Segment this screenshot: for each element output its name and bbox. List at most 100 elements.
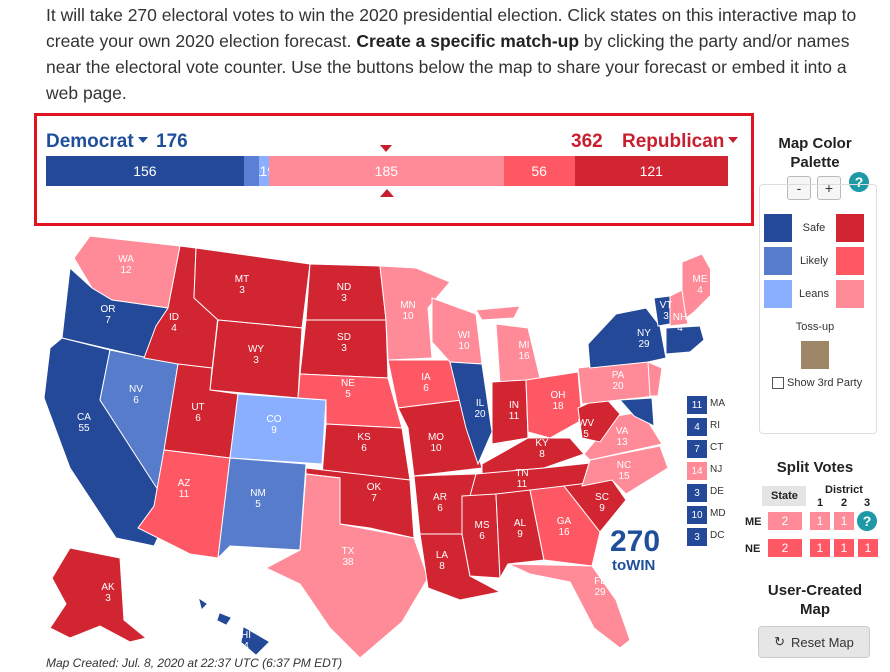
state-ev-label: 7 bbox=[105, 315, 111, 326]
show-3rd-party-label: Show 3rd Party bbox=[787, 377, 863, 389]
state-code-label: IN bbox=[509, 400, 519, 411]
help-icon[interactable]: ? bbox=[857, 511, 877, 531]
state-code-label: TN bbox=[515, 468, 528, 479]
state-mi[interactable] bbox=[475, 305, 541, 385]
palette-decrease-button[interactable]: - bbox=[787, 176, 811, 200]
state-code-label: WI bbox=[458, 330, 470, 341]
state-code-label: MO bbox=[428, 432, 444, 443]
swatch-tossup[interactable] bbox=[801, 341, 829, 369]
small-state-nj[interactable]: 14 bbox=[686, 461, 708, 481]
state-ev-label: 3 bbox=[663, 311, 669, 322]
state-ev-label: 4 bbox=[677, 323, 683, 334]
state-code-label: ME bbox=[693, 274, 708, 285]
state-ev-label: 5 bbox=[583, 429, 589, 440]
democrat-label: Democrat bbox=[46, 131, 134, 152]
state-md-de[interactable] bbox=[618, 397, 655, 427]
state-ev-label: 6 bbox=[479, 531, 485, 542]
small-state-ct[interactable]: 7 bbox=[686, 439, 708, 459]
state-ak[interactable] bbox=[49, 547, 148, 643]
district-1-header: 1 bbox=[817, 497, 824, 509]
district-2-header: 2 bbox=[841, 497, 848, 509]
state-hi[interactable] bbox=[199, 598, 269, 655]
state-code-label: PA bbox=[612, 370, 625, 381]
small-state-dc[interactable]: 3 bbox=[686, 527, 708, 547]
ne-district-3-cell[interactable]: 1 bbox=[857, 538, 879, 558]
me-district-2-cell[interactable]: 1 bbox=[833, 511, 855, 531]
swatch-safe-d[interactable] bbox=[764, 214, 792, 242]
state-nj[interactable] bbox=[647, 361, 663, 397]
small-state-ma[interactable]: 11 bbox=[686, 395, 708, 415]
state-ev-label: 3 bbox=[105, 593, 111, 604]
state-code-label: OR bbox=[101, 304, 116, 315]
state-nc[interactable] bbox=[581, 445, 669, 495]
me-district-1-cell[interactable]: 1 bbox=[809, 511, 831, 531]
swatch-leans-r[interactable] bbox=[836, 280, 864, 308]
state-code-label: IA bbox=[421, 372, 431, 383]
district-header: District bbox=[825, 484, 863, 496]
state-mo[interactable] bbox=[397, 399, 483, 477]
state-ev-label: 10 bbox=[458, 341, 470, 352]
state-code-label: CO bbox=[267, 414, 282, 425]
state-code-label: NH bbox=[673, 312, 687, 323]
ne-district-1-cell[interactable]: 1 bbox=[809, 538, 831, 558]
state-ga[interactable] bbox=[529, 485, 601, 567]
color-palette-panel bbox=[759, 184, 877, 434]
small-state-label: NJ bbox=[710, 464, 723, 475]
reset-map-button[interactable]: ↻ Reset Map bbox=[758, 626, 870, 658]
democrat-dropdown[interactable]: Democrat bbox=[46, 131, 148, 153]
swatch-likely-d[interactable] bbox=[764, 247, 792, 275]
leans-label: Leans bbox=[799, 288, 829, 300]
state-code-label: IL bbox=[476, 398, 485, 409]
state-code-label: SC bbox=[595, 492, 609, 503]
state-me[interactable] bbox=[681, 253, 710, 319]
state-ma-ct-ri[interactable] bbox=[665, 325, 705, 355]
state-tx[interactable] bbox=[264, 473, 429, 659]
state-ev-label: 6 bbox=[195, 413, 201, 424]
intro-bold: Create a specific match-up bbox=[356, 31, 580, 51]
state-ev-label: 16 bbox=[518, 351, 530, 362]
state-ms[interactable] bbox=[461, 493, 501, 579]
small-state-de[interactable]: 3 bbox=[686, 483, 708, 503]
electoral-vote-bar: 156 11918556121 bbox=[46, 156, 728, 186]
state-ev-label: 20 bbox=[474, 409, 486, 420]
state-ev-label: 9 bbox=[599, 503, 605, 514]
ne-district-2-cell[interactable]: 1 bbox=[833, 538, 855, 558]
state-code-label: ND bbox=[337, 282, 351, 293]
small-state-label: MA bbox=[710, 398, 725, 409]
state-ev-label: 12 bbox=[120, 265, 132, 276]
small-state-md[interactable]: 10 bbox=[686, 505, 708, 525]
state-ev-label: 13 bbox=[616, 437, 628, 448]
palette-increase-button[interactable]: + bbox=[817, 176, 841, 200]
state-code-label: TX bbox=[342, 546, 355, 557]
state-nm[interactable] bbox=[217, 457, 307, 560]
state-il[interactable] bbox=[449, 361, 493, 466]
state-ev-label: 38 bbox=[342, 557, 354, 568]
small-state-ri[interactable]: 4 bbox=[686, 417, 708, 437]
us-electoral-map[interactable]: WA12OR7CA55NV6ID4MT3WY3UT6AZ11CO9NM5ND3S… bbox=[30, 228, 710, 668]
swatch-leans-d[interactable] bbox=[764, 280, 792, 308]
state-ev-label: 11 bbox=[509, 411, 520, 422]
state-oh[interactable] bbox=[525, 371, 583, 439]
small-state-label: DE bbox=[710, 486, 724, 497]
state-ev-label: 16 bbox=[558, 527, 570, 538]
swatch-safe-r[interactable] bbox=[836, 214, 864, 242]
ne-label: NE bbox=[745, 543, 761, 555]
state-ny[interactable] bbox=[587, 307, 667, 369]
state-fl[interactable] bbox=[507, 563, 631, 649]
state-ev-label: 8 bbox=[539, 449, 545, 460]
help-icon[interactable]: ? bbox=[849, 172, 869, 192]
me-state-cell[interactable]: 2 bbox=[767, 511, 803, 531]
state-ev-label: 15 bbox=[618, 471, 630, 482]
show-3rd-party-toggle[interactable]: Show 3rd Party bbox=[772, 377, 862, 389]
state-al[interactable] bbox=[495, 489, 545, 580]
state-ev-label: 10 bbox=[430, 443, 442, 454]
tossup-label: Toss-up bbox=[795, 321, 835, 333]
checkbox[interactable] bbox=[772, 377, 784, 389]
state-ev-label: 9 bbox=[517, 529, 523, 540]
swatch-likely-r[interactable] bbox=[836, 247, 864, 275]
ne-state-cell[interactable]: 2 bbox=[767, 538, 803, 558]
republican-dropdown[interactable]: Republican bbox=[622, 131, 739, 153]
270towin-logo: 270 bbox=[610, 525, 661, 558]
state-co[interactable] bbox=[229, 393, 327, 465]
state-mn[interactable] bbox=[379, 265, 451, 361]
